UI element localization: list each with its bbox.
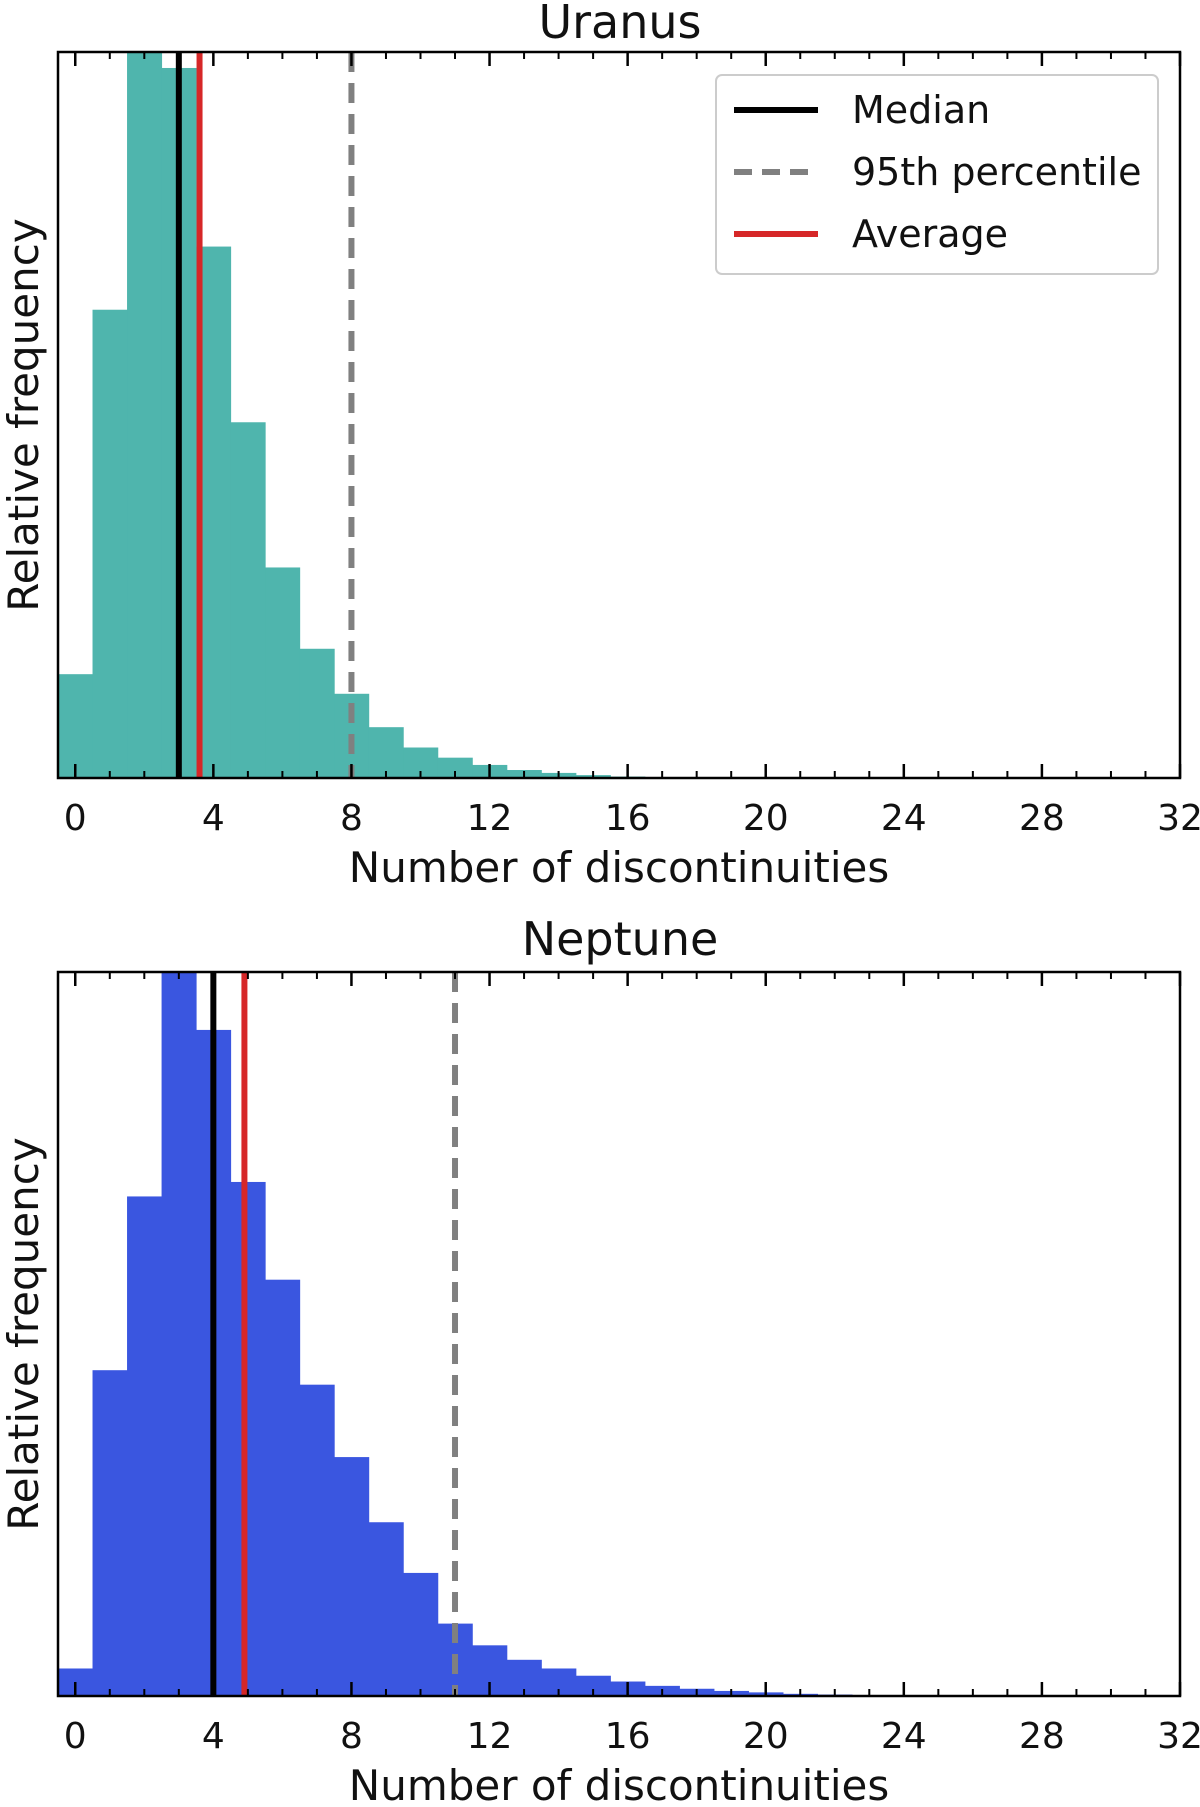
legend-median-label: Median <box>852 88 990 132</box>
bar <box>437 757 473 778</box>
bar <box>403 1572 439 1696</box>
bar <box>334 1457 370 1696</box>
neptune-chart: Neptune 0 4 8 12 16 20 24 28 32 Number of discon… <box>0 912 1200 1807</box>
legend: Median 95th percentile Average <box>715 74 1159 275</box>
x-tick-label: 16 <box>605 798 651 839</box>
bar <box>92 1370 128 1696</box>
x-tick-label: 16 <box>605 1716 651 1757</box>
x-tick-label: 32 <box>1157 798 1200 839</box>
chart-title: Uranus <box>538 0 701 49</box>
plot-frame <box>56 50 1182 780</box>
bar <box>92 309 128 778</box>
x-tick-label: 4 <box>202 798 225 839</box>
x-axis-label: Number of discontinuities <box>349 843 889 892</box>
x-tick-label: 0 <box>64 1716 87 1757</box>
x-tick-label: 8 <box>340 1716 363 1757</box>
marker-lines-group <box>210 972 459 1696</box>
bar <box>230 422 266 778</box>
bar <box>127 52 163 778</box>
bars-group <box>58 52 715 779</box>
legend-box <box>715 74 1159 275</box>
bar <box>265 567 301 778</box>
bar <box>230 1181 266 1696</box>
x-tick-label: 32 <box>1157 1716 1200 1757</box>
bars-group <box>58 972 853 1696</box>
x-tick-label: 12 <box>467 798 513 839</box>
bar <box>299 648 335 778</box>
x-tick-label: 28 <box>1019 798 1065 839</box>
bar <box>368 1522 404 1696</box>
ticks-group: 0 4 8 12 16 20 24 28 32 <box>64 972 1200 1757</box>
x-tick-label: 24 <box>881 798 927 839</box>
legend-p95-label: 95th percentile <box>852 150 1141 194</box>
x-tick-label: 0 <box>64 798 87 839</box>
y-axis-label: Relative frequency <box>0 218 48 611</box>
bar <box>368 727 404 778</box>
chart-title: Neptune <box>522 912 719 966</box>
y-axis-label: Relative frequency <box>0 1137 48 1530</box>
uranus-chart: Uranus 0 4 8 12 16 20 24 28 32 Number of discont… <box>0 0 1200 892</box>
x-tick-label: 24 <box>881 1716 927 1757</box>
bar <box>127 1196 163 1696</box>
plot-frame <box>56 970 1182 1698</box>
bar <box>299 1384 335 1696</box>
bar <box>58 674 94 778</box>
x-tick-label: 12 <box>467 1716 513 1757</box>
ticks-group: 0 4 8 12 16 20 24 28 32 <box>64 52 1200 839</box>
x-tick-label: 4 <box>202 1716 225 1757</box>
x-tick-label: 20 <box>743 1716 789 1757</box>
x-axis-label: Number of discontinuities <box>349 1761 889 1807</box>
x-tick-label: 28 <box>1019 1716 1065 1757</box>
bar <box>265 1279 301 1696</box>
x-tick-label: 8 <box>340 798 363 839</box>
x-tick-label: 20 <box>743 798 789 839</box>
bar <box>161 972 197 1696</box>
bar <box>575 1675 611 1696</box>
legend-average-label: Average <box>852 212 1008 256</box>
marker-lines-group <box>175 52 355 778</box>
